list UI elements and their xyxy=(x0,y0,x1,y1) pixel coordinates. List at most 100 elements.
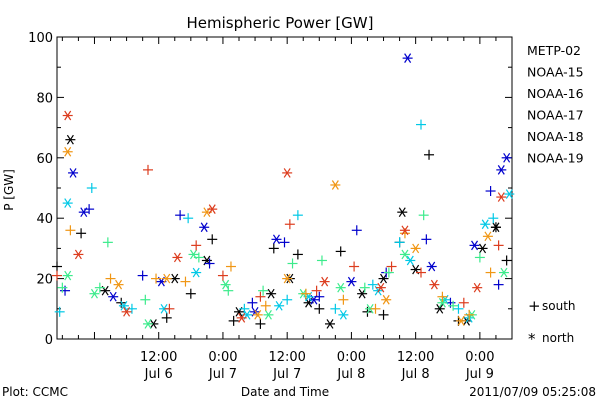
y-tick-label: 40 xyxy=(36,212,53,227)
point-north-metp-02 xyxy=(357,288,368,299)
point-south-noaa-15 xyxy=(485,186,496,197)
point-north-metp-02 xyxy=(325,319,335,329)
x-tick-date-label: Jul 8 xyxy=(401,367,430,382)
point-north-metp-02 xyxy=(397,207,408,217)
point-south-noaa-16 xyxy=(394,237,405,248)
chart-title: Hemispheric Power [GW] xyxy=(187,14,374,32)
point-north-noaa-16 xyxy=(504,189,515,199)
legend-entry: NOAA-18 xyxy=(527,129,584,144)
point-south-noaa-15 xyxy=(175,210,186,221)
point-north-noaa-17 xyxy=(220,279,231,290)
x-tick-time-label: 12:00 xyxy=(268,350,305,365)
point-south-noaa-19 xyxy=(458,297,469,308)
point-south-noaa-19 xyxy=(284,219,295,230)
point-north-noaa-15 xyxy=(402,53,413,63)
point-north-noaa-15 xyxy=(271,234,282,245)
point-north-noaa-17 xyxy=(335,282,346,293)
data-points xyxy=(52,53,515,329)
point-south-noaa-17 xyxy=(418,210,429,221)
point-south-metp-02 xyxy=(314,303,325,314)
legend-south-label: south xyxy=(542,299,576,313)
x-tick-date-label: Jul 8 xyxy=(336,367,365,382)
point-south-noaa-15 xyxy=(279,237,290,248)
point-north-noaa-15 xyxy=(199,222,210,233)
point-south-noaa-16 xyxy=(239,303,250,314)
point-north-noaa-19 xyxy=(207,204,218,214)
point-north-noaa-15 xyxy=(496,165,507,175)
legend-entry: NOAA-17 xyxy=(527,108,584,123)
point-north-noaa-18 xyxy=(252,310,263,320)
point-south-noaa-17 xyxy=(474,252,485,263)
point-north-metp-02 xyxy=(477,243,488,254)
point-south-noaa-18 xyxy=(180,276,191,287)
point-north-noaa-17 xyxy=(437,297,448,308)
point-north-noaa-19 xyxy=(121,306,132,317)
point-south-noaa-18 xyxy=(151,273,162,284)
point-north-noaa-16 xyxy=(62,198,73,208)
legend-entry: METP-02 xyxy=(527,43,581,58)
point-north-metp-02 xyxy=(65,134,76,145)
point-north-noaa-17 xyxy=(143,319,153,329)
point-north-noaa-19 xyxy=(472,282,483,293)
point-north-noaa-17 xyxy=(89,288,100,299)
marker-key: + south * north xyxy=(528,297,576,348)
point-south-noaa-19 xyxy=(143,164,153,175)
legend-entry: NOAA-19 xyxy=(527,151,584,166)
point-north-noaa-18 xyxy=(456,316,467,326)
point-south-noaa-16 xyxy=(86,183,97,193)
point-north-noaa-19 xyxy=(375,282,386,293)
point-north-noaa-16 xyxy=(338,310,349,320)
footer-timestamp: 2011/07/09 05:25:08 xyxy=(469,385,596,399)
point-north-metp-02 xyxy=(378,273,389,284)
point-south-noaa-16 xyxy=(292,210,303,221)
point-north-noaa-19 xyxy=(236,313,247,323)
point-south-metp-02 xyxy=(378,309,389,320)
legend-north-label: north xyxy=(542,331,574,345)
point-north-noaa-18 xyxy=(410,243,421,254)
point-south-noaa-17 xyxy=(102,237,113,248)
point-south-noaa-18 xyxy=(338,294,349,305)
point-north-noaa-19 xyxy=(62,110,73,121)
point-north-noaa-15 xyxy=(68,168,79,178)
point-south-noaa-19 xyxy=(191,240,202,251)
point-north-noaa-16 xyxy=(274,300,285,311)
point-south-noaa-19 xyxy=(164,303,175,314)
point-north-noaa-18 xyxy=(282,273,293,284)
point-south-noaa-19 xyxy=(311,285,322,296)
point-north-metp-02 xyxy=(266,288,277,299)
point-north-noaa-18 xyxy=(113,279,124,290)
y-tick-label: 0 xyxy=(45,333,53,348)
point-south-noaa-16 xyxy=(453,303,464,314)
y-tick-label: 20 xyxy=(36,273,53,288)
point-south-noaa-15 xyxy=(204,258,215,269)
point-south-noaa-19 xyxy=(386,261,397,272)
point-north-noaa-19 xyxy=(319,276,330,287)
point-south-metp-02 xyxy=(255,318,266,329)
point-south-noaa-16 xyxy=(183,213,194,224)
legend: METP-02 NOAA-15 NOAA-16 NOAA-17 NOAA-18 NOAA-… xyxy=(527,43,584,166)
point-south-noaa-19 xyxy=(52,270,62,281)
y-tick-label: 80 xyxy=(36,91,53,106)
point-north-noaa-18 xyxy=(161,273,172,284)
point-north-noaa-17 xyxy=(188,249,199,260)
plot-area: 0 20 40 60 80 100 12:00 Jul 6 0:00 Jul 7 12:00 Jul… xyxy=(28,31,515,382)
x-tick-time-label: 0:00 xyxy=(208,350,237,365)
x-tick-date-label: Jul 7 xyxy=(272,367,301,382)
point-north-noaa-15 xyxy=(469,240,480,251)
point-south-metp-02 xyxy=(207,234,218,245)
point-north-noaa-16 xyxy=(118,300,129,311)
point-south-metp-02 xyxy=(52,261,62,272)
point-north-noaa-15 xyxy=(346,276,357,287)
point-south-noaa-17 xyxy=(383,267,394,278)
legend-south-marker: + xyxy=(528,297,541,315)
point-south-noaa-18 xyxy=(300,288,311,299)
point-south-noaa-17 xyxy=(316,255,327,266)
y-axis-label: P [GW] xyxy=(2,169,16,211)
point-south-metp-02 xyxy=(76,228,87,239)
point-south-noaa-18 xyxy=(370,303,381,314)
point-south-noaa-19 xyxy=(217,270,228,281)
point-south-noaa-17 xyxy=(57,282,68,293)
point-north-noaa-17 xyxy=(498,267,509,278)
x-tick-date-label: Jul 7 xyxy=(208,367,237,382)
